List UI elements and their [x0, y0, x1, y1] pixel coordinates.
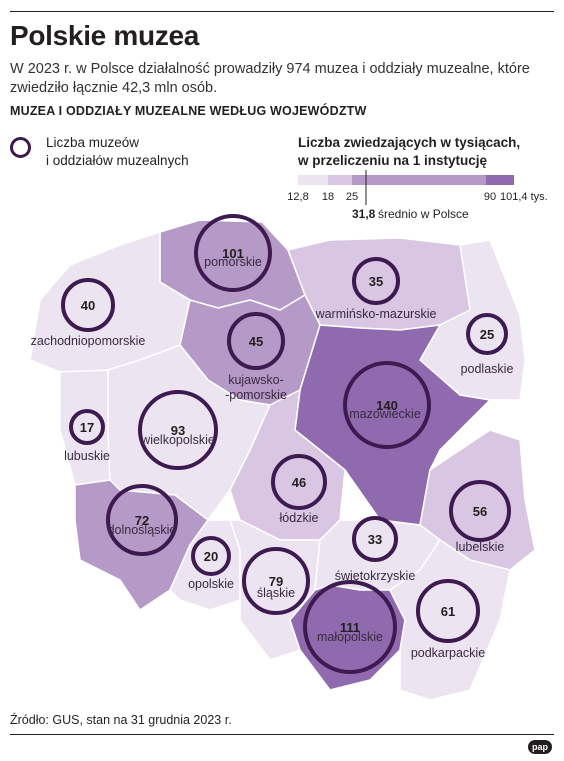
region-label-kujawsko-pomorskie: -pomorskie	[225, 388, 287, 402]
museum-count-świętokrzyskie: 33	[368, 532, 382, 547]
region-label-warmińsko-mazurskie: warmińsko-mazurskie	[315, 307, 437, 321]
scale-tick-5: 101,4 tys.	[500, 191, 548, 203]
museum-circle-świętokrzyskie	[352, 516, 398, 562]
museum-count-opolskie: 20	[204, 549, 218, 564]
region-label-mazowieckie: mazowieckie	[349, 407, 421, 421]
region-label-podlaskie: podlaskie	[461, 362, 514, 376]
color-scale-legend: 12,8 18 25 90 101,4 tys. 31,8 średnio w …	[287, 170, 548, 221]
museum-count-lubuskie: 17	[80, 420, 94, 435]
museum-circle-dolnośląskie	[106, 484, 178, 556]
museum-count-warmińsko-mazurskie: 35	[369, 274, 383, 289]
museum-circle-wielkopolskie	[138, 390, 218, 470]
scale-band-3	[352, 175, 486, 185]
source-note: Źródło: GUS, stan na 31 grudnia 2023 r.	[10, 713, 232, 727]
legend-circle-label: Liczba muzeów i oddziałów muzealnych	[46, 134, 189, 170]
legend-circle-icon	[10, 137, 31, 158]
legend-circle-label-line2: i oddziałów muzealnych	[46, 153, 189, 168]
region-label-śląskie: śląskie	[257, 586, 295, 600]
museum-count-łódzkie: 46	[292, 475, 306, 490]
scale-tick-3: 25	[346, 191, 358, 203]
museum-count-mazowieckie: 140	[376, 398, 398, 413]
museum-circle-opolskie	[191, 536, 231, 576]
museum-circle-kujawsko-pomorskie	[227, 312, 285, 370]
bottom-rule	[10, 734, 554, 735]
region-podkarpackie	[389, 538, 511, 701]
museum-count-podkarpackie: 61	[441, 604, 455, 619]
museum-circle-mazowieckie	[343, 361, 431, 449]
region-label-opolskie: opolskie	[188, 577, 234, 591]
legend-scale-title-line2: w przeliczeniu na 1 instytucję	[298, 153, 488, 168]
scale-tick-4: 90	[484, 191, 496, 203]
region-label-łódzkie: łódzkie	[280, 511, 319, 525]
museum-circle-małopolskie	[303, 580, 397, 674]
museum-circle-łódzkie	[271, 454, 327, 510]
museum-circle-lubuskie	[69, 409, 105, 445]
museum-circle-warmińsko-mazurskie	[352, 257, 400, 305]
museum-count-małopolskie: 111	[340, 620, 360, 635]
museum-circle-zachodniopomorskie	[61, 278, 115, 332]
section-title: MUZEA I ODDZIAŁY MUZEALNE WEDŁUG WOJEWÓD…	[10, 104, 367, 118]
region-label-małopolskie: małopolskie	[317, 630, 383, 644]
region-label-lubelskie: lubelskie	[456, 540, 505, 554]
museum-count-pomorskie: 101	[222, 246, 244, 261]
museum-count-zachodniopomorskie: 40	[81, 298, 95, 313]
museum-count-śląskie: 79	[269, 574, 283, 589]
scale-tick-2: 18	[322, 191, 334, 203]
region-label-wielkopolskie: wielkopolskie	[140, 433, 215, 447]
museum-circle-lubelskie	[449, 480, 511, 542]
scale-tick-1: 12,8	[287, 191, 308, 203]
legend-scale-title-line1: Liczba zwiedzających w tysiącach,	[298, 135, 521, 150]
museum-circle-śląskie	[242, 547, 310, 615]
museum-circle-podlaskie	[466, 313, 508, 355]
museum-count-wielkopolskie: 93	[171, 423, 185, 438]
region-label-świętokrzyskie: świętokrzyskie	[335, 569, 416, 583]
region-label-podkarpackie: podkarpackie	[411, 646, 485, 660]
pap-logo: pap	[528, 740, 552, 754]
scale-average-label: średnio w Polsce	[378, 207, 469, 221]
legend-scale-title: Liczba zwiedzających w tysiącach, w prze…	[298, 134, 520, 170]
page-title: Polskie muzea	[10, 20, 200, 51]
museum-count-podlaskie: 25	[480, 327, 494, 342]
museum-circle-pomorskie	[194, 214, 272, 292]
region-label-kujawsko-pomorskie: kujawsko-	[228, 373, 284, 387]
museum-circle-podkarpackie	[416, 579, 480, 643]
region-label-lubuskie: lubuskie	[64, 449, 110, 463]
subtitle: W 2023 r. w Polsce działalność prowadził…	[10, 61, 530, 96]
region-label-pomorskie: pomorskie	[204, 255, 262, 269]
museum-count-kujawsko-pomorskie: 45	[249, 334, 263, 349]
scale-band-2	[328, 175, 352, 185]
region-label-zachodniopomorskie: zachodniopomorskie	[31, 334, 146, 348]
legend-circle-label-line1: Liczba muzeów	[46, 135, 140, 150]
museum-count-dolnośląskie: 72	[135, 513, 149, 528]
scale-average-value: 31,8	[352, 207, 376, 221]
top-rule	[10, 11, 554, 12]
scale-band-4	[486, 175, 514, 185]
museum-count-lubelskie: 56	[473, 504, 487, 519]
region-label-dolnośląskie: dolnośląskie	[108, 523, 177, 537]
scale-band-1	[298, 175, 328, 185]
